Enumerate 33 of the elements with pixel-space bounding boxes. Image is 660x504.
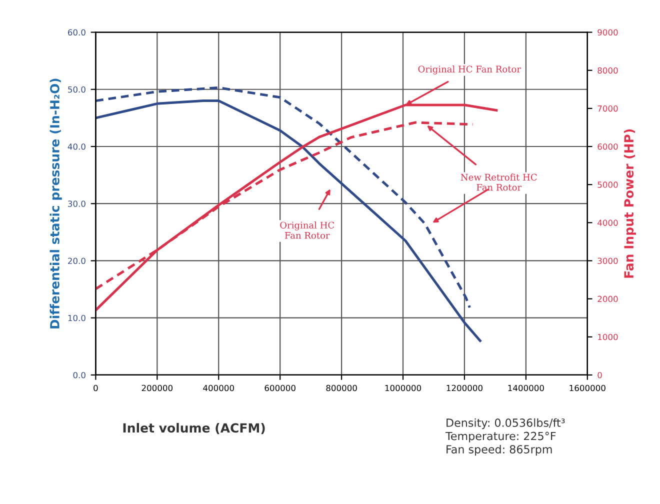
y2-tick-label: 7000	[598, 105, 618, 112]
text: Density: 0.0536lbs/ft³ Temperature: 225°F Fan speed: 865rpm	[445, 418, 565, 456]
y2-tick-label: 9000	[598, 29, 618, 36]
y2-axis-title: Fan Input Power (HP)	[624, 129, 636, 278]
x-axis-title: Inlet volume (ACFM)	[123, 422, 265, 434]
y-tick-label: 0.0	[73, 372, 86, 378]
x-tick-label: 400000	[203, 384, 234, 392]
y-tick-label: 60.0	[68, 29, 86, 36]
y-tick-label: 30.0	[68, 200, 86, 207]
x-tick-label: 1400000	[508, 384, 544, 392]
annotation: New Retrofit HC Fan Rotor	[460, 174, 537, 191]
y2-tick-label: 6000	[598, 143, 618, 150]
annotation: Original HC Fan Rotor	[418, 66, 521, 74]
y2-tick-label: 2000	[598, 296, 618, 302]
x-tick-label: 800000	[326, 384, 357, 392]
y2-tick-label: 8000	[598, 67, 618, 74]
annotation: Original HC Fan Rotor	[280, 222, 334, 239]
x-tick-label: 1600000	[570, 384, 606, 392]
y-axis-title: Differential static pressure (In-H₂O)	[50, 78, 62, 328]
y-tick-label: 50.0	[68, 86, 86, 93]
y-tick-label: 40.0	[68, 143, 86, 150]
y2-tick-label: 1000	[598, 334, 618, 340]
y2-tick-label: 3000	[598, 258, 618, 264]
y-tick-label: 10.0	[68, 314, 86, 322]
x-tick-label: 200000	[142, 384, 173, 392]
x-tick-label: 600000	[264, 384, 296, 392]
x-tick-label: 0	[94, 384, 98, 392]
y2-tick-label: 0	[598, 372, 602, 378]
x-tick-label: 1200000	[446, 384, 482, 392]
x-tick-label: 1000000	[385, 384, 422, 392]
y-tick-label: 20.0	[68, 258, 86, 264]
y2-tick-label: 4000	[598, 220, 618, 226]
y2-tick-label: 5000	[598, 182, 618, 188]
